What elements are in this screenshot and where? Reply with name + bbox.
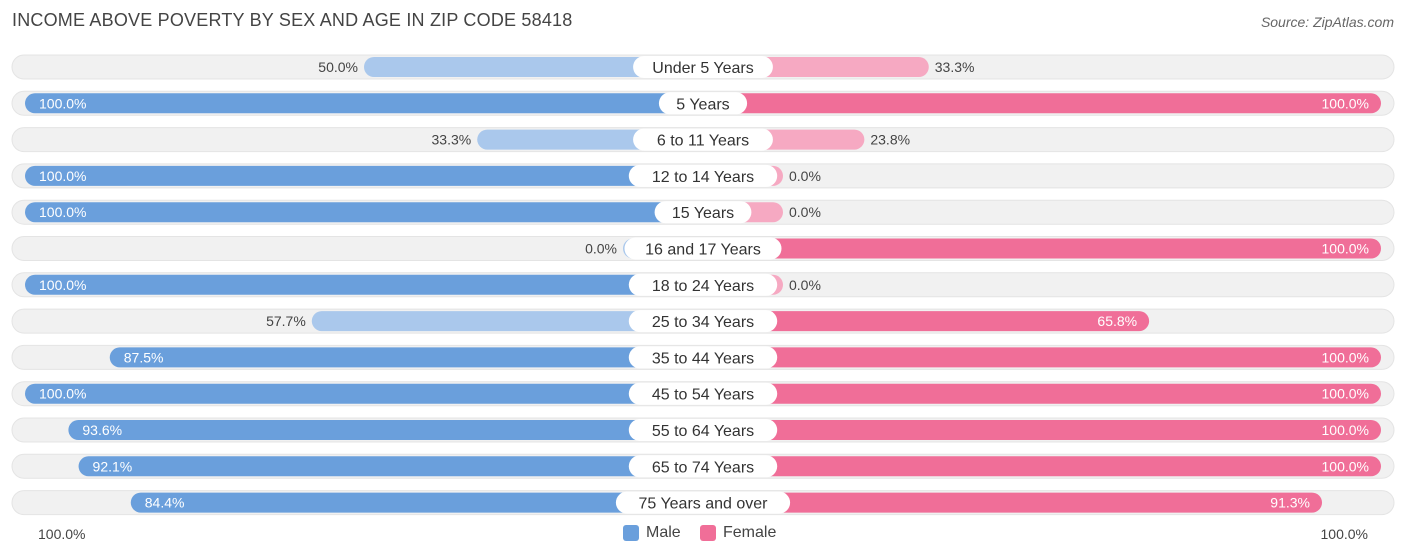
male-bar [311,311,703,332]
category-pill [628,382,778,405]
category-label: 6 to 11 Years [657,133,749,150]
female-value-label: 100.0% [1322,241,1369,257]
male-value-label: 100.0% [39,168,86,184]
category-pill [633,56,773,78]
category-label: 15 Years [672,205,734,222]
category-pill [633,128,773,151]
male-value-label: 92.1% [93,458,133,474]
legend-swatch-male [623,525,639,541]
female-bar [703,238,1381,259]
female-value-label: 33.3% [935,59,975,75]
female-value-label: 0.0% [789,168,821,184]
female-value-label: 65.8% [1097,313,1137,329]
male-value-label: 87.5% [124,349,164,365]
male-value-label: 0.0% [585,241,617,257]
male-value-label: 100.0% [39,95,86,111]
male-bar [364,57,703,77]
female-value-label: 100.0% [1322,349,1369,365]
legend: Male Female [0,524,1406,544]
female-bar [703,347,1381,368]
male-value-label: 57.7% [266,313,306,329]
legend-label-male: Male [646,524,681,541]
category-pill [628,310,778,333]
female-value-label: 100.0% [1322,95,1369,111]
female-bar [703,93,1381,114]
category-pill [615,491,791,514]
category-label: Under 5 Years [652,60,753,77]
category-pill [628,273,778,296]
category-label: 35 to 44 Years [652,350,754,367]
female-value-label: 0.0% [789,277,821,293]
male-bar [68,420,704,440]
male-value-label: 100.0% [39,386,86,402]
female-bar [703,492,1323,513]
legend-item-female: Female [700,524,776,542]
male-value-label: 93.6% [82,422,122,438]
female-value-label: 100.0% [1322,458,1369,474]
category-label: 5 Years [676,96,729,113]
category-pill [628,455,778,478]
male-bar [25,93,703,114]
legend-swatch-female [700,525,716,541]
female-value-label: 100.0% [1322,386,1369,402]
category-pill [628,419,778,441]
male-value-label: 100.0% [39,204,86,220]
axis-left-label: 100.0% [38,526,86,542]
category-label: 55 to 64 Years [652,423,754,440]
category-pill [654,201,752,224]
chart-area: 50.0% 33.3% Under 5 Years 100.0% 100.0% 5 Yea… [11,54,1395,516]
male-bar [78,456,703,477]
female-bar [703,420,1381,440]
category-label: 12 to 14 Years [652,169,754,186]
male-bar [25,202,703,223]
male-value-label: 33.3% [432,132,472,148]
legend-label-female: Female [723,524,777,541]
legend-item-male: Male [623,524,681,542]
category-pill [624,237,782,260]
category-pill [628,346,778,369]
male-value-label: 84.4% [145,495,185,511]
category-label: 18 to 24 Years [652,278,754,295]
male-bar [25,165,703,186]
chart-title: INCOME ABOVE POVERTY BY SEX AND AGE IN Z… [12,10,573,30]
male-value-label: 100.0% [39,277,86,293]
category-pill [628,164,778,187]
category-label: 65 to 74 Years [652,459,754,476]
axis-right-label: 100.0% [1320,526,1368,542]
male-value-label: 50.0% [318,59,358,75]
male-bar [130,492,703,513]
category-label: 16 and 17 Years [645,242,761,259]
female-bar [703,311,1150,332]
category-label: 45 to 54 Years [652,387,754,404]
category-label: 25 to 34 Years [652,314,754,331]
male-bar [109,347,703,368]
female-bar [703,383,1381,404]
female-value-label: 23.8% [870,132,910,148]
female-value-label: 91.3% [1270,495,1310,511]
category-pill [658,92,748,115]
male-bar [25,383,703,404]
category-label: 75 Years and over [639,496,769,513]
female-bar [703,456,1381,477]
male-bar [25,274,703,295]
female-value-label: 0.0% [789,204,821,220]
female-value-label: 100.0% [1322,422,1369,438]
source-note: Source: ZipAtlas.com [1260,14,1394,30]
